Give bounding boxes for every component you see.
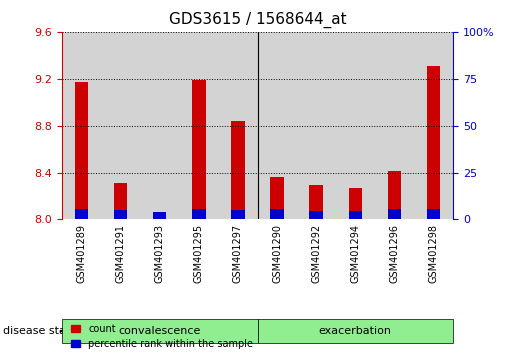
Bar (179, 32, 218, 219)
Bar (153, 212, 166, 219)
Bar (427, 209, 440, 219)
Bar (218, 32, 258, 219)
Bar (388, 171, 401, 219)
Bar (270, 209, 284, 219)
Bar (297, 32, 336, 219)
Bar (427, 66, 440, 219)
Bar (258, 32, 297, 219)
Bar (75, 209, 88, 219)
Bar (75, 82, 88, 219)
Text: disease state: disease state (3, 326, 77, 336)
Bar (192, 80, 205, 219)
Bar (114, 183, 127, 219)
Bar (349, 188, 362, 219)
Bar (62, 32, 101, 219)
Text: convalescence: convalescence (118, 326, 201, 336)
Bar (101, 32, 140, 219)
Bar (231, 121, 245, 219)
Bar (114, 210, 127, 219)
Bar (231, 210, 245, 219)
Text: exacerbation: exacerbation (319, 326, 392, 336)
Legend: count, percentile rank within the sample: count, percentile rank within the sample (66, 320, 257, 353)
Bar (375, 32, 414, 219)
Bar (310, 211, 323, 219)
Bar (140, 32, 179, 219)
Bar (349, 211, 362, 219)
Bar (270, 177, 284, 219)
Title: GDS3615 / 1568644_at: GDS3615 / 1568644_at (169, 12, 346, 28)
Bar (414, 32, 453, 219)
Bar (388, 209, 401, 219)
Bar (336, 32, 375, 219)
Bar (310, 185, 323, 219)
Bar (192, 209, 205, 219)
